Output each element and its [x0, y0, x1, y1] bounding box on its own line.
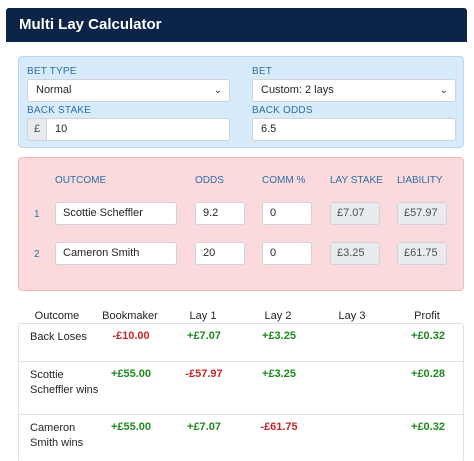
lay2-result: -£61.75 [260, 421, 298, 433]
results-table: Outcome Bookmaker Lay 1 Lay 2 Lay 3 Prof… [18, 305, 464, 461]
lay1-result: +£7.07 [187, 330, 221, 342]
comm-input[interactable]: 0 [262, 202, 312, 225]
bet-label: BET [252, 66, 273, 77]
lay-stake-value: £3.25 [337, 247, 365, 259]
outcome-input[interactable]: Scottie Scheffler [55, 202, 177, 225]
liability-output: £57.97 [397, 202, 447, 225]
currency-addon: £ [27, 118, 47, 141]
liability-value: £61.75 [404, 247, 438, 259]
odds-value: 20 [203, 247, 216, 259]
lay-stake-column-header: LAY STAKE [330, 175, 383, 186]
table-row: Back Loses -£10.00 +£7.07 +£3.25 +£0.32 [19, 324, 463, 362]
result-outcome: Back Loses [30, 331, 87, 343]
profit-header: Profit [414, 310, 440, 322]
outcome-header: Outcome [34, 310, 80, 322]
back-stake-input[interactable]: 10 [46, 118, 230, 141]
chevron-down-icon: ⌄ [439, 85, 448, 96]
bookmaker-result: -£10.00 [112, 330, 150, 342]
calculator-header: Multi Lay Calculator [6, 8, 467, 42]
profit-result: +£0.28 [411, 368, 445, 380]
results-body: Back Loses -£10.00 +£7.07 +£3.25 +£0.32 … [18, 323, 464, 461]
lay3-header: Lay 3 [338, 310, 366, 322]
lay-stake-value: £7.07 [337, 207, 365, 219]
page-title: Multi Lay Calculator [19, 16, 162, 33]
lay-row-number: 1 [34, 209, 40, 220]
odds-input[interactable]: 9.2 [195, 202, 245, 225]
lay-stake-output: £7.07 [330, 202, 380, 225]
profit-result: +£0.32 [411, 330, 445, 342]
outcome-input[interactable]: Cameron Smith [55, 242, 177, 265]
outcome-value: Cameron Smith [63, 247, 140, 259]
bet-type-value: Normal [36, 84, 72, 96]
profit-result: +£0.32 [411, 421, 445, 433]
lay2-header: Lay 2 [264, 310, 292, 322]
comm-column-header: COMM % [262, 175, 306, 186]
comm-input[interactable]: 0 [262, 242, 312, 265]
liability-output: £61.75 [397, 242, 447, 265]
bet-value: Custom: 2 lays [261, 84, 334, 96]
lay-stake-output: £3.25 [330, 242, 380, 265]
comm-value: 0 [270, 207, 277, 219]
bet-settings-panel: BET TYPE Normal ⌄ BET Custom: 2 lays ⌄ B… [18, 56, 464, 148]
odds-input[interactable]: 20 [195, 242, 245, 265]
back-odds-input[interactable]: 6.5 [252, 118, 456, 141]
back-odds-value: 6.5 [261, 123, 277, 135]
lay2-result: +£3.25 [262, 368, 296, 380]
back-odds-label: BACK ODDS [252, 105, 313, 116]
result-outcome: Cameron Smith wins [30, 422, 84, 449]
bet-type-label: BET TYPE [27, 66, 77, 77]
lay1-header: Lay 1 [189, 310, 217, 322]
bet-select[interactable]: Custom: 2 lays ⌄ [252, 79, 456, 102]
lay1-result: -£57.97 [185, 368, 223, 380]
chevron-down-icon: ⌄ [213, 85, 222, 96]
outcome-column-header: OUTCOME [55, 175, 107, 186]
liability-column-header: LIABILITY [397, 175, 443, 186]
bookmaker-result: +£55.00 [110, 368, 152, 380]
back-stake-label: BACK STAKE [27, 105, 92, 116]
table-row: Scottie Scheffler wins +£55.00 -£57.97 +… [19, 362, 463, 415]
bookmaker-result: +£55.00 [110, 421, 152, 433]
odds-column-header: ODDS [195, 175, 224, 186]
lay2-result: +£3.25 [262, 330, 296, 342]
odds-value: 9.2 [203, 207, 219, 219]
lay-bets-panel: OUTCOME ODDS COMM % LAY STAKE LIABILITY … [18, 157, 464, 291]
bookmaker-header: Bookmaker [102, 310, 158, 322]
outcome-value: Scottie Scheffler [63, 207, 143, 219]
liability-value: £57.97 [404, 207, 438, 219]
table-row: Cameron Smith wins +£55.00 +£7.07 -£61.7… [19, 415, 463, 461]
result-outcome: Scottie Scheffler wins [30, 369, 99, 396]
comm-value: 0 [270, 247, 277, 259]
lay1-result: +£7.07 [187, 421, 221, 433]
back-stake-value: 10 [55, 123, 68, 135]
currency-symbol: £ [33, 123, 41, 135]
lay-row-number: 2 [34, 249, 40, 260]
bet-type-select[interactable]: Normal ⌄ [27, 79, 230, 102]
